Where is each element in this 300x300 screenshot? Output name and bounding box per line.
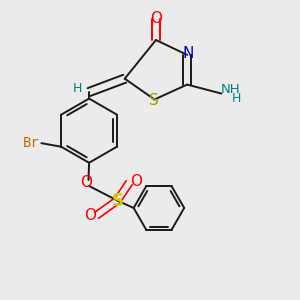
Text: NH: NH (220, 83, 240, 97)
Text: N: N (182, 46, 194, 61)
Text: H: H (232, 92, 241, 105)
Text: S: S (149, 93, 159, 108)
Text: O: O (80, 176, 92, 190)
Text: S: S (112, 191, 124, 209)
Text: Br: Br (23, 136, 40, 150)
Text: O: O (84, 208, 96, 224)
Text: O: O (151, 11, 163, 26)
Text: H: H (73, 82, 83, 95)
Text: O: O (130, 174, 142, 189)
